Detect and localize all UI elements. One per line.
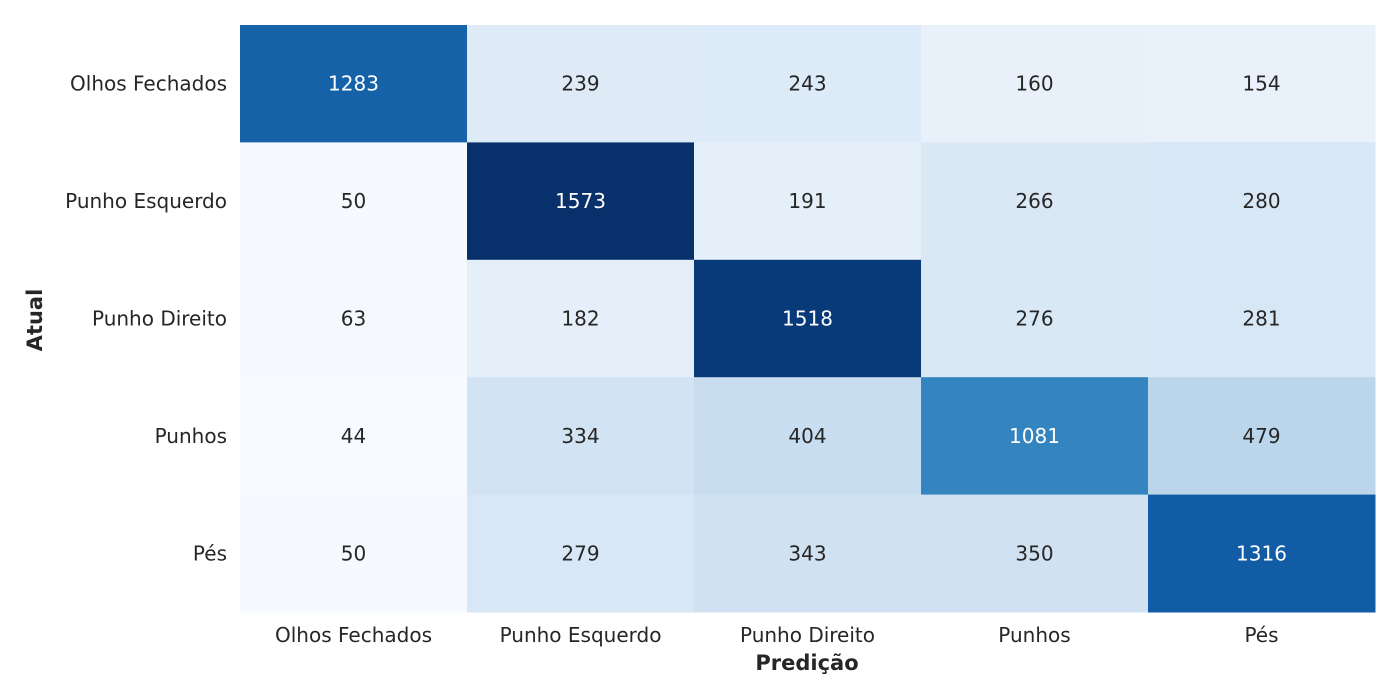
heatmap-cell-r3-c3 bbox=[921, 377, 1149, 496]
heatmap-cell-value-r2-c0: 63 bbox=[341, 307, 366, 331]
heatmap-cell-r3-c0 bbox=[240, 377, 468, 496]
heatmap-cell-r3-c4 bbox=[1148, 377, 1376, 496]
heatmap-cell-value-r3-c0: 44 bbox=[341, 424, 366, 448]
heatmap-cell-value-r0-c3: 160 bbox=[1015, 72, 1053, 96]
heatmap-cell-value-r1-c0: 50 bbox=[341, 189, 366, 213]
x-tick-label-0: Olhos Fechados bbox=[275, 623, 432, 647]
heatmap-cell-r2-c1 bbox=[467, 259, 695, 378]
heatmap-cell-r0-c0 bbox=[240, 25, 468, 143]
y-axis-tick-labels: Olhos Fechados Punho Esquerdo Punho Direit… bbox=[65, 72, 227, 566]
heatmap-cell-r0-c4 bbox=[1148, 25, 1376, 143]
heatmap-cell-value-r4-c4: 1316 bbox=[1236, 541, 1287, 565]
y-axis-title: Atual bbox=[23, 289, 47, 352]
heatmap-cell-r4-c3 bbox=[921, 494, 1149, 613]
heatmap-cell-value-r2-c1: 182 bbox=[561, 307, 599, 331]
heatmap-cell-r4-c1 bbox=[467, 494, 695, 613]
x-axis-tick-labels: Olhos Fechados Punho Esquerdo Punho Direit… bbox=[275, 623, 1279, 647]
heatmap-cell-value-r0-c2: 243 bbox=[788, 72, 826, 96]
heatmap-cell-value-r2-c3: 276 bbox=[1015, 307, 1053, 331]
heatmap-cell-r2-c3 bbox=[921, 259, 1149, 378]
x-axis-title: Predição bbox=[755, 651, 858, 675]
y-tick-label-2: Punho Direito bbox=[92, 307, 227, 331]
heatmap-cell-value-r1-c3: 266 bbox=[1015, 189, 1053, 213]
heatmap-cell-r0-c1 bbox=[467, 25, 695, 143]
heatmap-cell-value-r0-c4: 154 bbox=[1242, 72, 1280, 96]
heatmap-cell-r4-c0 bbox=[240, 494, 468, 613]
heatmap-cell-value-r4-c0: 50 bbox=[341, 541, 366, 565]
x-tick-label-4: Pés bbox=[1244, 623, 1278, 647]
heatmap-cell-r4-c2 bbox=[694, 494, 922, 613]
y-tick-label-3: Punhos bbox=[155, 424, 227, 448]
heatmap-cell-value-r4-c1: 279 bbox=[561, 541, 599, 565]
heatmap-cell-value-r4-c2: 343 bbox=[788, 541, 826, 565]
heatmap-cell-r1-c1 bbox=[467, 142, 695, 261]
heatmap-cell-r1-c3 bbox=[921, 142, 1149, 261]
heatmap-cell-value-r0-c1: 239 bbox=[561, 72, 599, 96]
heatmap-cell-value-r1-c4: 280 bbox=[1242, 189, 1280, 213]
heatmap-cell-r2-c0 bbox=[240, 259, 468, 378]
x-tick-label-2: Punho Direito bbox=[740, 623, 875, 647]
heatmap-cell-r3-c2 bbox=[694, 377, 922, 496]
heatmap-cell-value-r2-c4: 281 bbox=[1242, 307, 1280, 331]
heatmap-cell-value-r3-c3: 1081 bbox=[1009, 424, 1060, 448]
heatmap-cell-r3-c1 bbox=[467, 377, 695, 496]
heatmap-cell-r0-c2 bbox=[694, 25, 922, 143]
heatmap-cell-r4-c4 bbox=[1148, 494, 1376, 613]
heatmap-cell-value-r1-c1: 1573 bbox=[555, 189, 606, 213]
x-tick-label-3: Punhos bbox=[998, 623, 1070, 647]
heatmap-cell-r1-c0 bbox=[240, 142, 468, 261]
heatmap-cell-r0-c3 bbox=[921, 25, 1149, 143]
heatmap-cells bbox=[240, 25, 1376, 613]
heatmap-cell-value-r4-c3: 350 bbox=[1015, 541, 1053, 565]
heatmap-cell-value-r3-c1: 334 bbox=[561, 424, 599, 448]
heatmap-cell-labels: 1283 239 243 160 154 50 1573 191 266 280 63 182 1518… bbox=[328, 72, 1287, 566]
heatmap-cell-r2-c2 bbox=[694, 259, 922, 378]
heatmap-cell-value-r1-c2: 191 bbox=[788, 189, 826, 213]
heatmap-cell-value-r3-c2: 404 bbox=[788, 424, 826, 448]
heatmap-cell-r1-c4 bbox=[1148, 142, 1376, 261]
heatmap-cell-r2-c4 bbox=[1148, 259, 1376, 378]
y-tick-label-4: Pés bbox=[193, 541, 227, 565]
y-tick-label-0: Olhos Fechados bbox=[70, 72, 227, 96]
heatmap-cell-r1-c2 bbox=[694, 142, 922, 261]
heatmap-cell-value-r2-c2: 1518 bbox=[782, 307, 833, 331]
x-tick-label-1: Punho Esquerdo bbox=[500, 623, 662, 647]
heatmap-cell-value-r3-c4: 479 bbox=[1242, 424, 1280, 448]
y-tick-label-1: Punho Esquerdo bbox=[65, 189, 227, 213]
heatmap-cell-value-r0-c0: 1283 bbox=[328, 72, 379, 96]
